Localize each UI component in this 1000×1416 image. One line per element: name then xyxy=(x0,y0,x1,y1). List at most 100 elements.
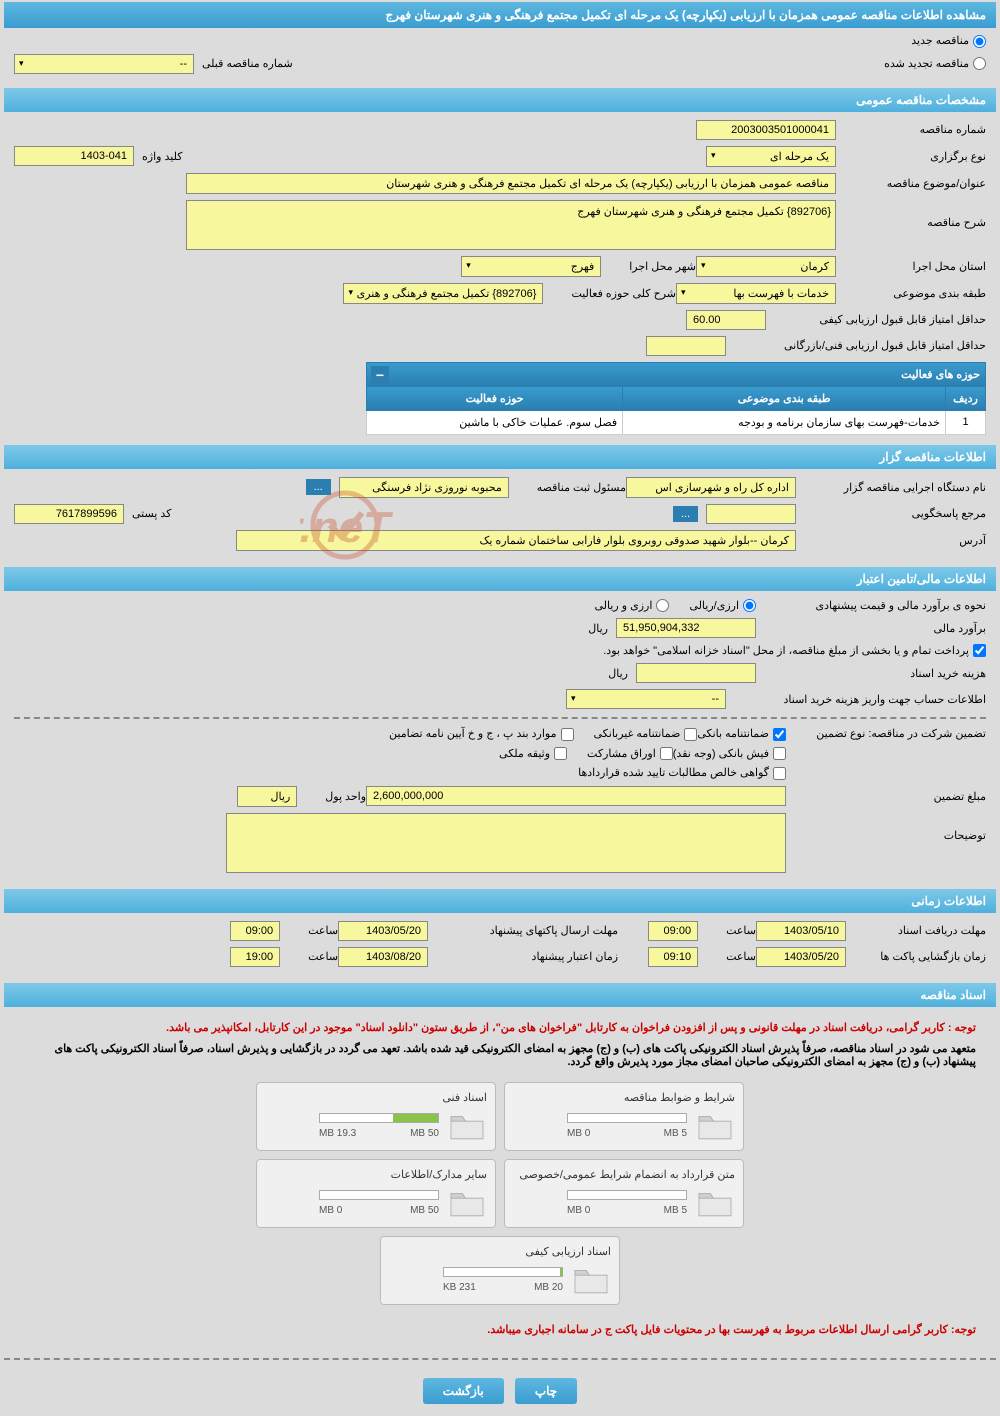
guarantee-type-label: تضمین شرکت در مناقصه: نوع تضمین xyxy=(786,727,986,740)
treasury-checkbox[interactable] xyxy=(973,644,986,657)
g7-label: گواهی خالص مطالبات تایید شده قراردادها xyxy=(578,767,769,779)
note1: توجه : کاربر گرامی، دریافت اسناد در مهلت… xyxy=(14,1015,986,1040)
section4-body: مهلت دریافت اسناد 1403/05/10 ساعت 09:00 … xyxy=(4,913,996,981)
receive-time-label: ساعت xyxy=(718,924,756,937)
activity-dropdown[interactable]: {892706} تکمیل مجتمع فرهنگی و هنری xyxy=(343,283,543,304)
contact-label: مرجع پاسخگویی xyxy=(796,507,986,520)
g7-checkbox[interactable] xyxy=(773,767,786,780)
prev-tender-dropdown[interactable]: -- xyxy=(14,54,194,74)
min-tech-label: حداقل امتیاز قابل قبول ارزیابی فنی/بازرگ… xyxy=(726,339,986,352)
reg-field: محبوبه نوروزی نژاد فرسنگی xyxy=(339,477,509,498)
estimate-field: 51,950,904,332 xyxy=(616,618,756,638)
org-label: نام دستگاه اجرایی مناقصه گزار xyxy=(796,481,986,494)
col-activity: حوزه فعالیت xyxy=(367,386,623,410)
section2-header: اطلاعات مناقصه گزار xyxy=(4,445,996,469)
type-dropdown[interactable]: یک مرحله ای xyxy=(706,146,836,167)
category-dropdown[interactable]: خدمات با فهرست بها xyxy=(676,283,836,304)
open-time-label: ساعت xyxy=(718,950,756,963)
doc-box[interactable]: شرایط و ضوابط مناقصه5 MB0 MB xyxy=(504,1082,744,1151)
doc-total: 50 MB xyxy=(410,1205,439,1216)
back-button[interactable]: بازگشت xyxy=(423,1378,504,1404)
currency-label: ریال xyxy=(580,622,608,635)
validity-time-label: ساعت xyxy=(300,950,338,963)
reg-label: مسئول ثبت مناقصه xyxy=(529,481,626,494)
g3-label: موارد بند پ ، ج و خ آیین نامه تضامین xyxy=(389,728,556,740)
doc-used: 0 MB xyxy=(319,1205,342,1216)
province-label: استان محل اجرا xyxy=(836,260,986,273)
address-field: کرمان --بلوار شهید صدوقی روبروی بلوار فا… xyxy=(236,530,796,551)
radio-both[interactable] xyxy=(656,599,669,612)
g5-checkbox[interactable] xyxy=(660,747,673,760)
doc-box[interactable]: سایر مدارک/اطلاعات 50 MB 0 MB xyxy=(256,1159,496,1228)
g4-checkbox[interactable] xyxy=(773,747,786,760)
separator xyxy=(14,717,986,719)
section1-header: مشخصات مناقصه عمومی xyxy=(4,88,996,112)
doc-box[interactable]: متن قرارداد به انضمام شرایط عمومی/خصوصی5… xyxy=(504,1159,744,1228)
radio-new-tender[interactable] xyxy=(973,35,986,48)
activity-table-title: حوزه های فعالیت xyxy=(901,369,980,381)
notes-textarea[interactable] xyxy=(226,813,786,873)
doc-box[interactable]: اسناد ارزیابی کیفی 20 MB 231 KB xyxy=(380,1236,620,1305)
radio-riyal-label: ارزی/ریالی xyxy=(689,600,739,612)
province-dropdown[interactable]: کرمان xyxy=(696,256,836,277)
doc-title: شرایط و ضوابط مناقصه xyxy=(513,1091,735,1104)
section2-body: نام دستگاه اجرایی مناقصه گزار اداره کل ر… xyxy=(4,469,996,565)
doc-box[interactable]: اسناد فنی50 MB19.3 MB xyxy=(256,1082,496,1151)
keyword-field: 1403-041 xyxy=(14,146,134,166)
contact-more-button[interactable]: ... xyxy=(673,506,698,522)
col-no: ردیف xyxy=(946,386,986,410)
min-score-label: حداقل امتیاز قابل قبول ارزیابی کیفی xyxy=(766,313,986,326)
min-score-field: 60.00 xyxy=(686,310,766,330)
doc-title: سایر مدارک/اطلاعات xyxy=(265,1168,487,1181)
g5-label: اوراق مشارکت xyxy=(587,748,656,760)
radio-new-label: مناقصه جدید xyxy=(911,35,969,47)
desc-label: شرح مناقصه xyxy=(836,200,986,229)
doc-total: 50 MB xyxy=(410,1128,439,1139)
doc-used: 231 KB xyxy=(443,1282,476,1293)
g3-checkbox[interactable] xyxy=(561,728,574,741)
cell-no: 1 xyxy=(946,410,986,434)
progress-bar xyxy=(567,1113,687,1123)
cell-act: فصل سوم. عملیات خاکی با ماشین xyxy=(367,410,623,434)
g2-checkbox[interactable] xyxy=(684,728,697,741)
doc-title: متن قرارداد به انضمام شرایط عمومی/خصوصی xyxy=(513,1168,735,1181)
desc-textarea[interactable]: {892706} تکمیل مجتمع فرهنگی و هنری شهرست… xyxy=(186,200,836,250)
send-date: 1403/05/20 xyxy=(338,921,428,941)
validity-label: زمان اعتبار پیشنهاد xyxy=(428,950,618,963)
postal-label: کد پستی xyxy=(124,507,171,520)
print-button[interactable]: چاپ xyxy=(515,1378,577,1404)
doc-total: 5 MB xyxy=(664,1128,687,1139)
radio-riyal[interactable] xyxy=(743,599,756,612)
section5-header: اسناد مناقصه xyxy=(4,983,996,1007)
radio-renewed-tender[interactable] xyxy=(973,57,986,70)
receive-time: 09:00 xyxy=(648,921,698,941)
doc-total: 20 MB xyxy=(534,1282,563,1293)
open-date: 1403/05/20 xyxy=(756,947,846,967)
account-label: اطلاعات حساب جهت واریز هزینه خرید اسناد xyxy=(726,693,986,706)
guarantee-amt-label: مبلغ تضمین xyxy=(786,790,986,803)
collapse-icon[interactable]: − xyxy=(371,366,389,384)
g6-checkbox[interactable] xyxy=(554,747,567,760)
reg-more-button[interactable]: ... xyxy=(306,479,331,495)
validity-time: 19:00 xyxy=(230,947,280,967)
g1-checkbox[interactable] xyxy=(773,728,786,741)
org-field: اداره کل راه و شهرسازی اس xyxy=(626,477,796,498)
send-label: مهلت ارسال پاکتهای پیشنهاد xyxy=(428,924,618,937)
open-time: 09:10 xyxy=(648,947,698,967)
doc-cost-currency: ریال xyxy=(600,667,628,680)
radio-both-label: ارزی و ریالی xyxy=(594,600,652,612)
activity-table: حوزه های فعالیت − ردیف طبقه بندی موضوعی … xyxy=(366,362,986,435)
contact-field xyxy=(706,504,796,524)
separator-bottom xyxy=(4,1358,996,1360)
doc-cost-label: هزینه خرید اسناد xyxy=(756,667,986,680)
doc-title: اسناد ارزیابی کیفی xyxy=(389,1245,611,1258)
prev-tender-label: شماره مناقصه قبلی xyxy=(194,57,293,70)
section5-body: توجه : کاربر گرامی، دریافت اسناد در مهلت… xyxy=(4,1007,996,1350)
section3-body: نحوه ی برآورد مالی و قیمت پیشنهادی ارزی/… xyxy=(4,591,996,887)
city-dropdown[interactable]: فهرج xyxy=(461,256,601,277)
account-dropdown[interactable]: -- xyxy=(566,689,726,709)
category-label: طبقه بندی موضوعی xyxy=(836,287,986,300)
section4-header: اطلاعات زمانی xyxy=(4,889,996,913)
tender-no-field: 2003003501000041 xyxy=(696,120,836,140)
cell-cat: خدمات-فهرست بهای سازمان برنامه و بودجه xyxy=(623,410,946,434)
